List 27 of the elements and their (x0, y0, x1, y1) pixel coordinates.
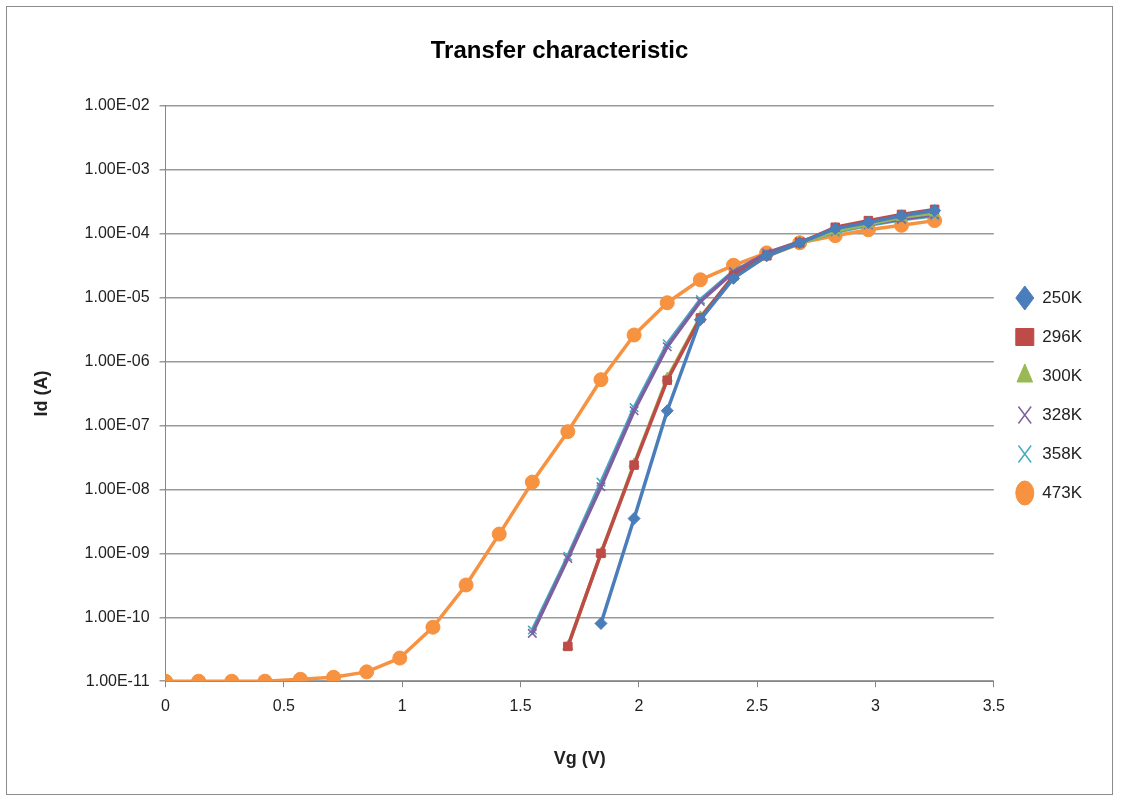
chart-title: Transfer characteristic (430, 36, 689, 64)
y-tick-label: 1.00E-10 (84, 607, 150, 625)
legend-label: 300K (1042, 365, 1083, 385)
y-tick-label: 1.00E-02 (84, 96, 150, 114)
x-tick-label: 3 (871, 697, 881, 715)
y-tick-label: 1.00E-05 (84, 288, 150, 306)
y-tick-label: 1.00E-07 (84, 415, 150, 433)
legend-label: 473K (1042, 482, 1083, 502)
x-tick-label: 0 (161, 697, 171, 715)
y-tick-label: 1.00E-09 (84, 543, 150, 561)
x-tick-label: 1 (397, 697, 407, 715)
x-tick-label: 1.5 (509, 697, 532, 715)
legend-label: 358K (1042, 443, 1083, 463)
y-tick-label: 1.00E-06 (84, 351, 150, 369)
legend-label: 296K (1042, 326, 1083, 346)
x-tick-label: 2 (634, 697, 644, 715)
x-axis-title: Vg (V) (553, 748, 606, 769)
y-tick-label: 1.00E-08 (84, 479, 150, 497)
x-tick-label: 2.5 (746, 697, 769, 715)
x-tick-label: 0.5 (272, 697, 296, 715)
legend-label: 328K (1042, 404, 1083, 424)
y-tick-label: 1.00E-11 (85, 671, 150, 689)
x-tick-label: 3.5 (982, 697, 1006, 715)
y-tick-label: 1.00E-03 (84, 160, 150, 178)
y-tick-label: 1.00E-04 (84, 224, 150, 242)
legend-label: 250K (1042, 287, 1083, 307)
y-axis-title: Id (A) (30, 370, 51, 417)
